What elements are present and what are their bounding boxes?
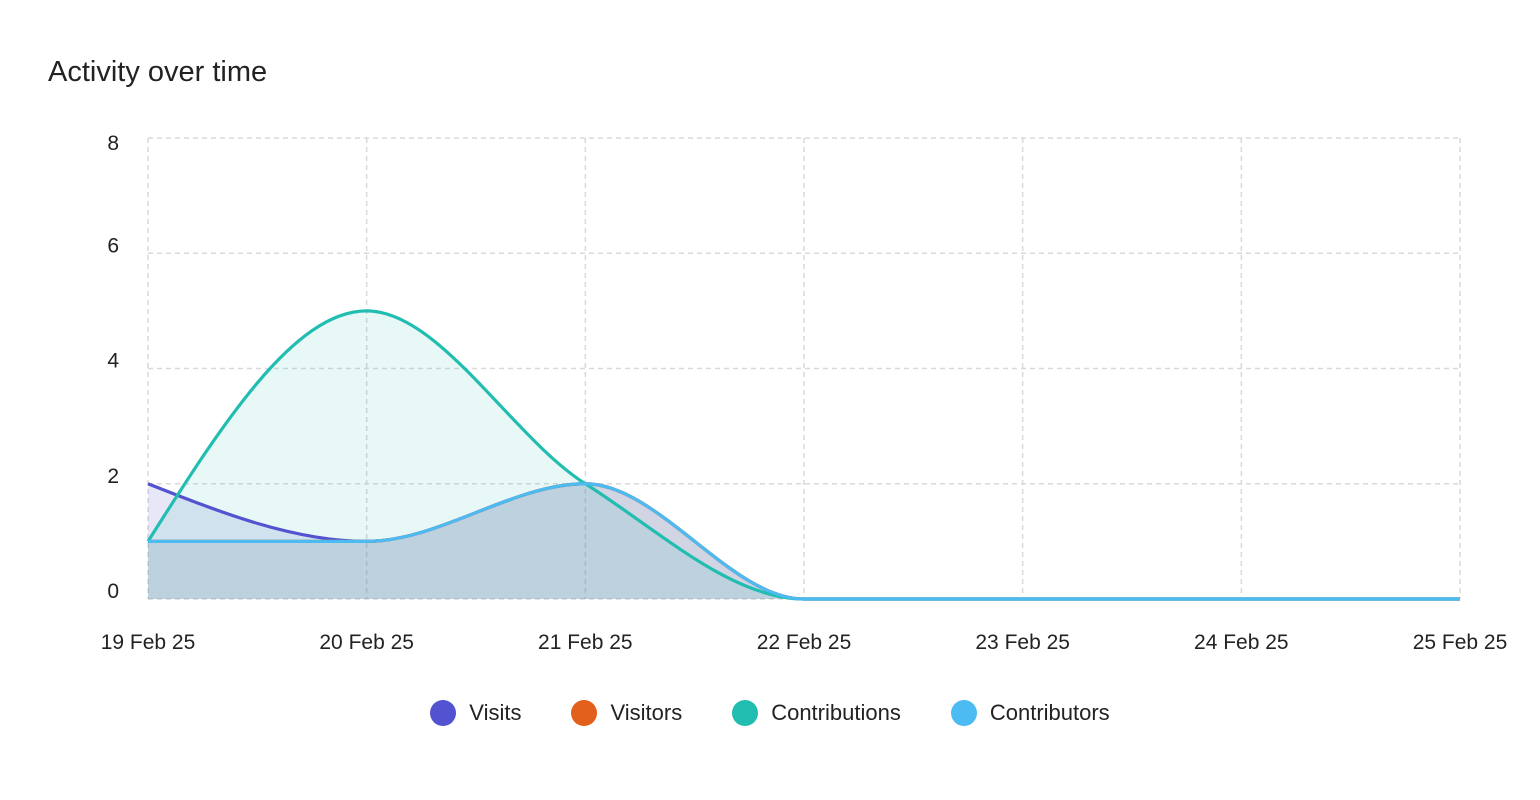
x-tick-label: 24 Feb 25 [1194, 631, 1289, 654]
y-tick-label: 0 [107, 580, 119, 603]
legend-item-contributions[interactable]: Contributions [732, 700, 901, 726]
legend-item-visitors[interactable]: Visitors [571, 700, 682, 726]
legend-swatch [732, 700, 759, 726]
x-tick-label: 23 Feb 25 [975, 631, 1070, 654]
x-tick-label: 19 Feb 25 [101, 631, 196, 654]
legend-item-contributors[interactable]: Contributors [950, 700, 1110, 726]
x-tick-label: 21 Feb 25 [538, 631, 633, 654]
legend-swatch [430, 700, 457, 726]
legend: Visits Visitors Contributions Contributors [0, 700, 1540, 726]
y-tick-label: 4 [107, 350, 119, 373]
legend-label: Visits [469, 700, 522, 725]
legend-swatch [950, 700, 977, 726]
chart-title: Activity over time [48, 56, 268, 88]
x-tick-label: 25 Feb 25 [1413, 631, 1508, 654]
legend-label: Visitors [610, 700, 683, 725]
y-tick-label: 2 [107, 465, 119, 488]
legend-label: Contributors [989, 700, 1110, 725]
legend-label: Contributions [771, 700, 901, 725]
x-tick-label: 22 Feb 25 [757, 631, 852, 654]
y-tick-label: 6 [107, 234, 119, 257]
legend-item-visits[interactable]: Visits [430, 700, 521, 726]
series-line-contributors [148, 482, 1460, 601]
x-tick-label: 20 Feb 25 [319, 631, 414, 654]
legend-swatch [571, 700, 598, 726]
y-tick-label: 8 [107, 132, 119, 155]
series-area-contributions [148, 310, 1460, 599]
